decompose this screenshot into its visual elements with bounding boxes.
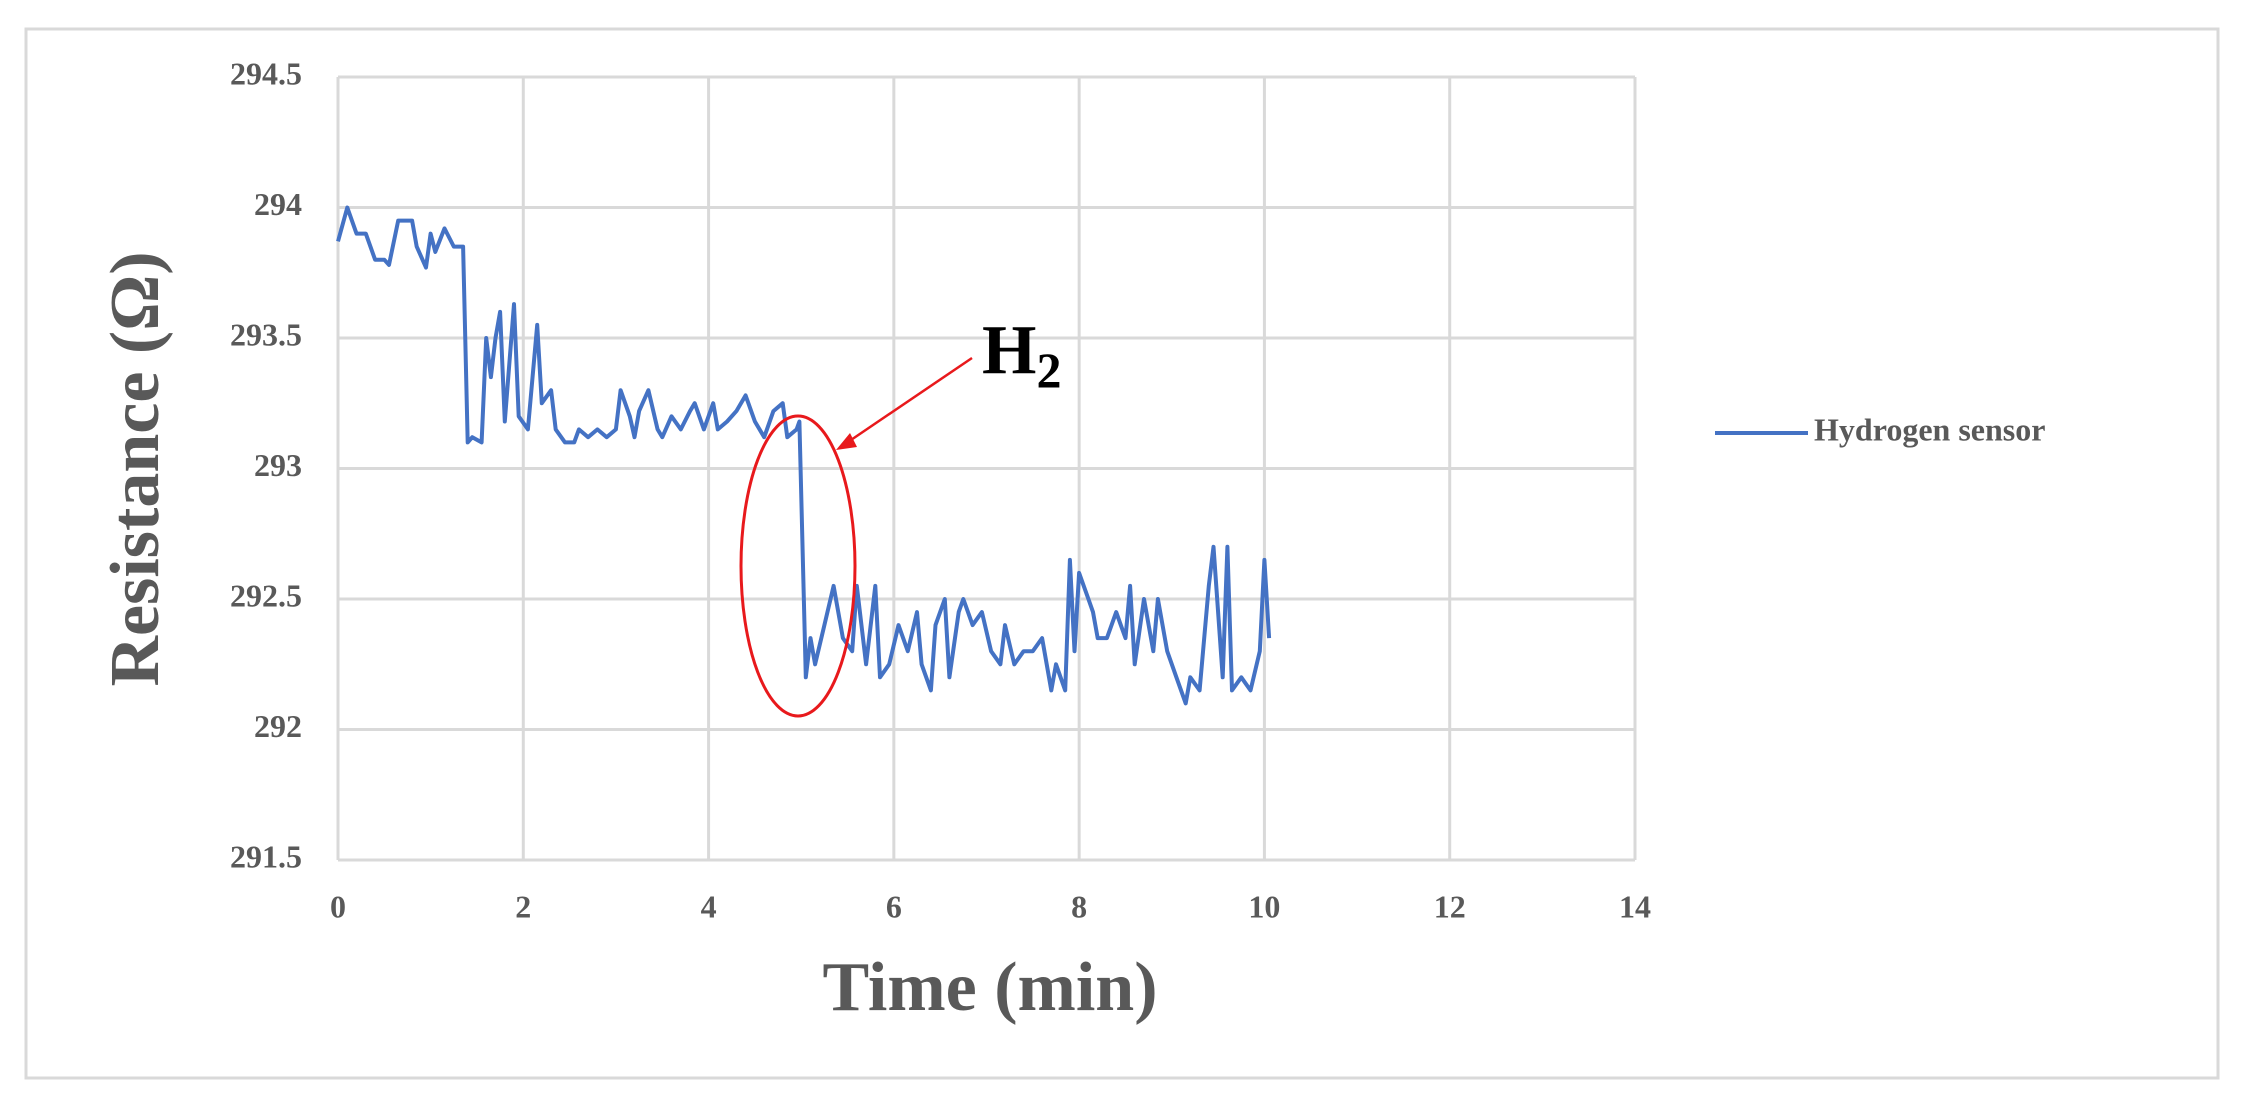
series (336, 205, 1272, 706)
y-tick-label: 293 (254, 447, 302, 483)
arrow-head (836, 433, 857, 450)
x-tick-label: 4 (701, 888, 717, 924)
annotation: H2 (982, 312, 1061, 398)
x-axis-title: Time (min) (822, 949, 1157, 1026)
x-tick-label: 14 (1619, 888, 1651, 924)
series-line (336, 205, 1272, 706)
y-tick-label: 292.5 (230, 577, 302, 613)
x-tick-label: 12 (1434, 888, 1466, 924)
y-tick-label: 291.5 (230, 838, 302, 874)
x-tick-label: 6 (886, 888, 902, 924)
x-tick-label: 2 (515, 888, 531, 924)
annotation-arrow (847, 356, 973, 444)
grid (336, 75, 1637, 862)
x-tick-label: 8 (1071, 888, 1087, 924)
y-tick-label: 292 (254, 708, 302, 744)
y-tick-label: 294 (254, 186, 302, 222)
annotation-sub: 2 (1036, 342, 1061, 398)
legend-label: Hydrogen sensor (1814, 411, 2045, 447)
y-tick-label: 293.5 (230, 316, 302, 352)
legend: Hydrogen sensor (1715, 411, 2045, 447)
chart-frame (24, 27, 2220, 1080)
x-tick-label: 10 (1248, 888, 1280, 924)
ticks: 291.5 292 292.5 293 293.5 294 294.5 0 2 4 6 8 10 12 14 (230, 55, 1651, 924)
x-tick-label: 0 (330, 888, 346, 924)
y-axis-title: Resistance (Ω) (97, 251, 174, 686)
annotation-base: H (982, 312, 1036, 389)
y-tick-label: 294.5 (230, 55, 302, 91)
highlight-ellipse (739, 414, 857, 718)
